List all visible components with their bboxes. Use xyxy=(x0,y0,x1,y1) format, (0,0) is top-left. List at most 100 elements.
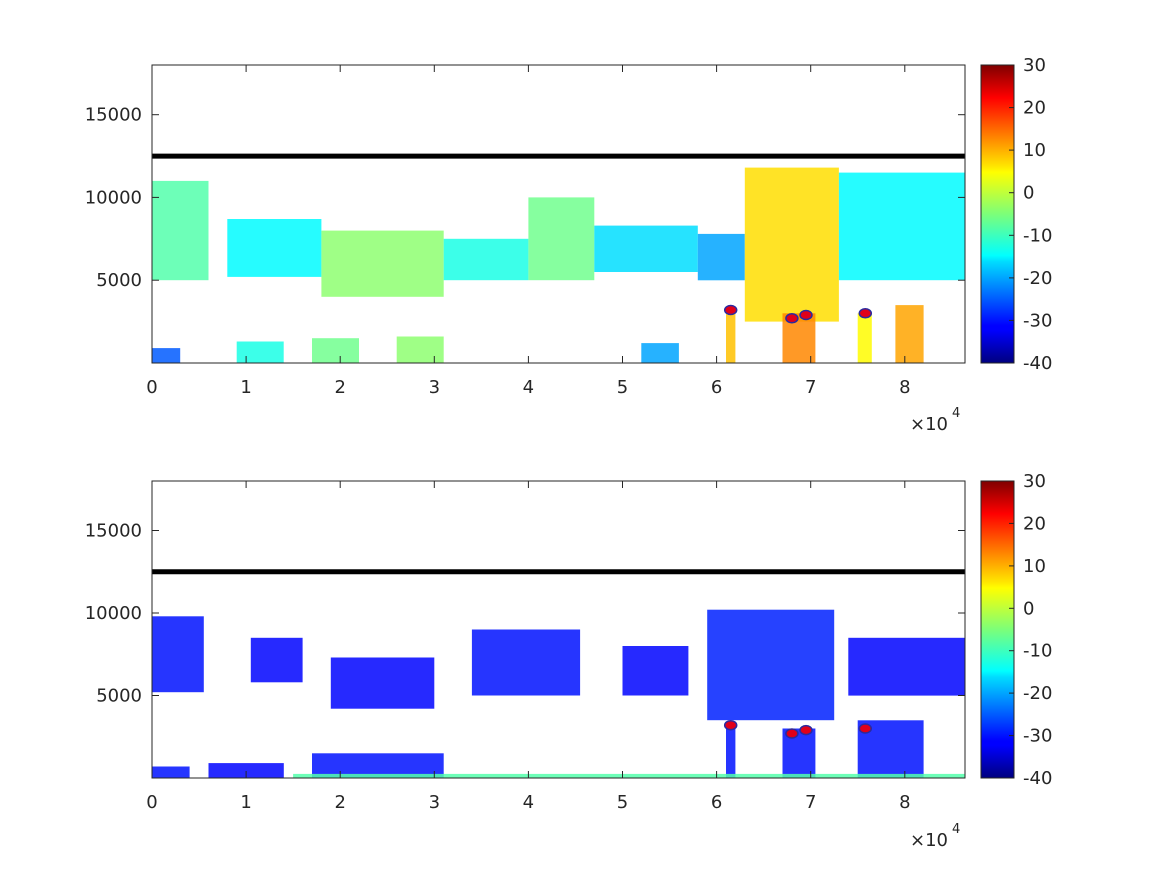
bottom-region-2 xyxy=(330,657,435,709)
bottom-colorbar-ticks: -40 -30 -20 -10 0 10 20 30 xyxy=(1009,471,1052,789)
top-x-tick-label-6: 6 xyxy=(711,377,722,398)
bottom-region-3 xyxy=(471,629,581,696)
top-colorbar-tick-label-5: 10 xyxy=(1023,140,1046,161)
bottom-colorbar-tick-label-1: -30 xyxy=(1023,726,1052,747)
bottom-x-axis: 0 1 2 3 4 5 6 7 8 xyxy=(146,481,911,813)
bottom-region-7 xyxy=(152,766,190,778)
bottom-region-0 xyxy=(152,616,204,693)
bottom-region-10 xyxy=(726,728,736,778)
top-panel: 0 1 2 3 4 5 6 7 8 5000 10000 15000 ×10 4 -40 -30 -20… xyxy=(85,55,1053,435)
top-colorbar-tick-label-2: -20 xyxy=(1023,268,1052,289)
top-marker-0 xyxy=(723,304,738,316)
top-colorbar-tick-label-3: -10 xyxy=(1023,225,1052,246)
top-regions xyxy=(152,167,965,363)
top-region-2 xyxy=(321,230,444,297)
bottom-region-1 xyxy=(250,637,303,683)
top-axes-box xyxy=(151,64,966,364)
top-x-tick-label-1: 1 xyxy=(240,377,251,398)
top-x-tick-label-0: 0 xyxy=(146,377,157,398)
top-y-tick-label-0: 5000 xyxy=(96,270,142,291)
bottom-y-axis: 5000 10000 15000 xyxy=(85,521,965,707)
bottom-marker-2 xyxy=(799,724,813,736)
top-region-6 xyxy=(697,233,745,281)
bottom-colorbar: -40 -30 -20 -10 0 10 20 30 xyxy=(980,471,1052,789)
top-region-0 xyxy=(152,180,209,281)
top-colorbar-box xyxy=(980,64,1015,364)
bottom-colorbar-tick-label-0: -40 xyxy=(1023,768,1052,789)
bottom-colorbar-tick-label-2: -20 xyxy=(1023,683,1052,704)
top-colorbar-ticks: -40 -30 -20 -10 0 10 20 30 xyxy=(1009,55,1052,374)
bottom-colorbar-gradient xyxy=(981,481,1014,778)
top-region-16 xyxy=(396,336,444,363)
top-x-tick-label-3: 3 xyxy=(429,377,440,398)
top-region-5 xyxy=(594,225,698,272)
top-region-17 xyxy=(641,343,679,363)
top-colorbar-tick-label-7: 30 xyxy=(1023,55,1046,76)
top-region-4 xyxy=(528,197,595,281)
top-region-11 xyxy=(857,313,872,363)
bottom-x-tick-label-5: 5 xyxy=(617,792,628,813)
bottom-x-tick-label-2: 2 xyxy=(334,792,345,813)
top-x-tick-label-2: 2 xyxy=(334,377,345,398)
bottom-region-8 xyxy=(208,763,284,778)
top-x-multiplier-exponent: 4 xyxy=(952,406,960,421)
bottom-colorbar-tick-label-6: 20 xyxy=(1023,513,1046,534)
top-colorbar-tick-label-4: 0 xyxy=(1023,183,1034,204)
bottom-marker-0 xyxy=(723,719,738,731)
bottom-plot-area xyxy=(151,480,966,779)
bottom-region-13 xyxy=(293,773,966,778)
bottom-x-tick-label-1: 1 xyxy=(240,792,251,813)
bottom-colorbar-tick-label-4: 0 xyxy=(1023,598,1034,619)
bottom-y-tick-label-1: 10000 xyxy=(85,603,142,624)
top-marker-1 xyxy=(785,313,799,324)
top-marker-3 xyxy=(858,308,873,319)
top-x-multiplier-base: ×10 xyxy=(910,414,948,435)
top-x-tick-label-8: 8 xyxy=(899,377,910,398)
top-region-15 xyxy=(312,338,359,363)
top-region-7 xyxy=(744,167,839,322)
top-y-tick-label-1: 10000 xyxy=(85,187,142,208)
top-x-axis: 0 1 2 3 4 5 6 7 8 xyxy=(146,65,911,398)
bottom-colorbar-tick-label-3: -10 xyxy=(1023,641,1052,662)
bottom-x-multiplier-exponent: 4 xyxy=(952,822,960,837)
top-region-3 xyxy=(443,238,529,281)
bottom-x-multiplier-base: ×10 xyxy=(910,830,948,851)
top-colorbar-gradient xyxy=(981,65,1014,363)
top-x-multiplier: ×10 4 xyxy=(910,406,960,435)
bottom-x-multiplier: ×10 4 xyxy=(910,822,960,851)
bottom-region-6 xyxy=(848,637,965,696)
bottom-axes-box xyxy=(151,480,966,779)
top-y-axis: 5000 10000 15000 xyxy=(85,105,965,291)
top-colorbar-tick-label-1: -30 xyxy=(1023,310,1052,331)
top-region-12 xyxy=(895,305,924,363)
top-y-tick-label-2: 15000 xyxy=(85,105,142,126)
top-region-1 xyxy=(227,219,322,277)
bottom-markers xyxy=(723,719,873,739)
top-region-14 xyxy=(236,341,284,363)
top-region-8 xyxy=(838,172,965,281)
bottom-y-tick-label-0: 5000 xyxy=(96,686,142,707)
bottom-regions xyxy=(152,609,966,779)
bottom-x-tick-label-8: 8 xyxy=(899,792,910,813)
top-colorbar: -40 -30 -20 -10 0 10 20 30 xyxy=(980,55,1052,374)
top-region-9 xyxy=(726,313,736,363)
top-region-13 xyxy=(152,348,181,363)
top-x-tick-label-5: 5 xyxy=(617,377,628,398)
top-x-tick-label-7: 7 xyxy=(805,377,816,398)
bottom-region-5 xyxy=(707,609,835,721)
bottom-x-tick-label-4: 4 xyxy=(523,792,534,813)
bottom-panel: 0 1 2 3 4 5 6 7 8 5000 10000 15000 ×10 4 -40 -30 -20… xyxy=(85,471,1053,851)
top-marker-2 xyxy=(799,309,813,321)
bottom-y-tick-label-2: 15000 xyxy=(85,521,142,542)
bottom-region-4 xyxy=(622,646,689,696)
top-colorbar-tick-label-0: -40 xyxy=(1023,353,1052,374)
top-markers xyxy=(723,304,873,324)
top-colorbar-tick-label-6: 20 xyxy=(1023,98,1046,119)
bottom-colorbar-tick-label-5: 10 xyxy=(1023,556,1046,577)
bottom-x-tick-label-0: 0 xyxy=(146,792,157,813)
bottom-x-tick-label-7: 7 xyxy=(805,792,816,813)
top-plot-area xyxy=(151,64,966,364)
bottom-x-tick-label-3: 3 xyxy=(429,792,440,813)
top-x-tick-label-4: 4 xyxy=(523,377,534,398)
